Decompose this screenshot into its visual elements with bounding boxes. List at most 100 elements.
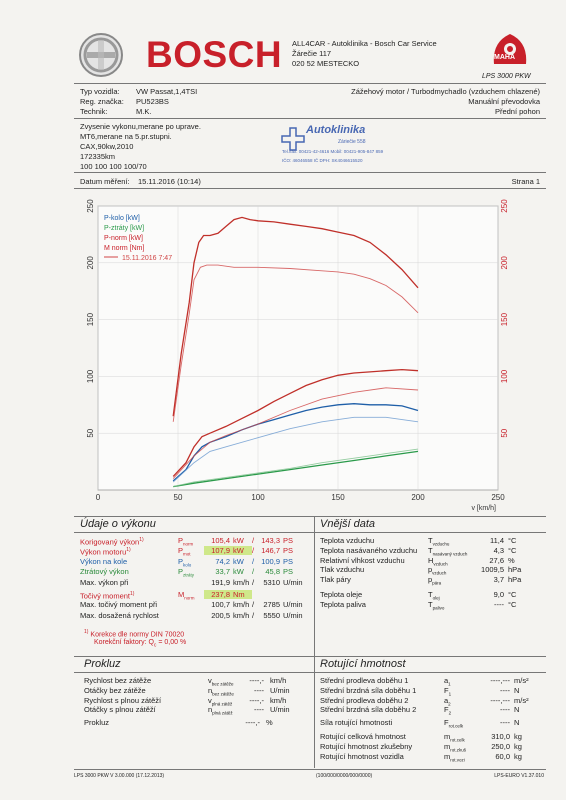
stamp-line-1: Záriečie 558	[338, 139, 366, 145]
row-symbol-sub: rot.vozi	[450, 757, 465, 763]
row-symbol-sub: 1	[448, 691, 452, 697]
y-tick-label-left: 50	[86, 428, 95, 437]
row-value: ----,-	[249, 695, 264, 705]
row-symbol: a1	[444, 676, 451, 689]
note-4: 172335km	[80, 152, 116, 161]
row-symbol-sub: norm	[183, 541, 194, 547]
section-divider	[314, 516, 315, 656]
slip-label: Prokluz	[84, 718, 110, 727]
series-line-5	[172, 387, 419, 479]
series-line-3	[173, 450, 419, 488]
engine-type: Zážehový motor / Turbodmychadlo (vzduche…	[351, 87, 540, 96]
row-symbol-main: T	[428, 599, 433, 609]
row-unit-2: U/min	[283, 600, 303, 610]
y-tick-label-left: 100	[86, 369, 95, 383]
power-torque-chart: 0 50 100 150 200 250 50 50 100 100 150 150 200 200 250…	[86, 199, 509, 512]
row-symbol-main: m	[444, 751, 451, 761]
coast-row: Rychlost s plnou zátěží vplná zátěž ----,-…	[84, 695, 312, 707]
row-value: 11,4	[489, 536, 504, 545]
x-tick-label: 150	[331, 493, 345, 502]
row-symbol: ppára	[428, 575, 441, 588]
torque-row: Točivý moment1) Mnorm 237,8 Nm	[80, 590, 312, 601]
row-unit-1: km/h	[233, 577, 250, 587]
row-symbol: mrot.vozi	[444, 752, 465, 765]
y-tick-label-left: 250	[86, 199, 95, 213]
performance-row: Výkon motoru1) Pmot 107,9 kW / 146,7 PS	[80, 546, 312, 557]
row-unit: km/h	[270, 695, 287, 705]
row-symbol-main: P	[178, 536, 184, 545]
row-value-2: 2785	[263, 600, 280, 610]
row-label: Síla rotující hmotnosti	[320, 718, 393, 727]
row-value-1: 107,9	[211, 546, 230, 556]
row-symbol-sub: rot.zkuš	[450, 747, 467, 753]
row-label: Otáčky bez zátěže	[84, 685, 146, 695]
rotating-row: Rotující hmotnost vozidla mrot.vozi 60,0 kg	[320, 752, 542, 763]
correction-factor-value: = 0,00 %	[158, 639, 187, 646]
row-symbol-main: P	[178, 546, 184, 556]
row-label: Rychlost s plnou zátěží	[84, 695, 162, 705]
row-symbol-sub: rot.celk	[448, 723, 464, 729]
rotating-row: Rotující celková hmotnost mrot.celk 310,0 k…	[320, 732, 542, 743]
vehicle-type-label: Typ vozidla:	[80, 87, 120, 96]
row-symbol: F2	[444, 705, 451, 718]
stamp-line-2: Tel./fax: 00421-42-4616 Mobil: 00421-905…	[282, 149, 384, 154]
row-label: Relativní vlhkost vzduchu	[320, 555, 405, 565]
stamp-line-3: IČO: 46046558 IČ DPH: SK4046615520	[282, 158, 363, 163]
note-1: Zvysenie vykonu,merane po uprave.	[80, 122, 201, 131]
external-title: Vnější data	[320, 518, 376, 530]
row-symbol-sub: palivo	[432, 605, 445, 611]
row-label: Tlak vzduchu	[320, 565, 365, 575]
row-symbol-main: F	[444, 685, 449, 695]
row-value: 9,0	[493, 590, 504, 599]
row-value-2: 5310	[263, 577, 280, 587]
row-unit-2: PS	[283, 536, 294, 545]
row-value: ----,---	[490, 695, 510, 705]
row-unit-2: PS	[283, 546, 294, 556]
x-tick-label: 50	[174, 493, 183, 502]
row-symbol: vplná zátěž	[208, 696, 232, 709]
row-symbol-main: P	[178, 567, 184, 577]
company-line-1: ALL4CAR - Autoklinika - Bosch Car Servic…	[292, 39, 437, 48]
series-line-6	[172, 416, 419, 483]
torque-row: Max. dosažená rychlost 200,5 km/h/ 5550 U/mi…	[80, 611, 312, 621]
rotating-row: Síla rotující hmotnosti Frot.celk ---- N	[320, 718, 542, 729]
row-symbol-main: n	[208, 705, 213, 715]
x-tick-label: 250	[491, 493, 505, 502]
row-separator: /	[252, 567, 255, 577]
row-symbol: Tnasávaný vzduch	[428, 546, 467, 559]
row-value-2: 146,7	[261, 546, 280, 556]
row-symbol: pvzduch	[428, 565, 446, 578]
performance-row: Max. výkon při 191,9 km/h/ 5310 U/min	[80, 578, 312, 588]
row-unit-1: kW	[233, 546, 244, 556]
row-symbol-main: a	[444, 695, 449, 705]
row-unit: °C	[508, 545, 517, 555]
correction-note-sup: 1)	[84, 629, 89, 635]
row-symbol: Hvzduch	[428, 556, 448, 569]
row-value: ----	[500, 718, 510, 727]
row-unit-1: kW	[233, 556, 244, 566]
row-unit: °C	[508, 599, 517, 609]
series-line-1	[172, 368, 419, 477]
row-symbol-main: m	[444, 741, 451, 751]
row-label-sup: 1)	[130, 591, 135, 597]
row-value-2: 5550	[263, 610, 280, 620]
row-symbol-sub: vzduchu	[432, 541, 450, 547]
performance-row: Výkon na kole Pkolo 74,2 kW / 100,9 PS	[80, 556, 312, 570]
row-symbol-main: m	[444, 732, 451, 741]
row-label-text: Ztrátový výkon	[80, 567, 129, 577]
vehicle-reg-value: PU523BS	[136, 97, 169, 106]
row-label: Teplota oleje	[320, 590, 363, 599]
gearbox: Manuální převodovka	[468, 97, 540, 106]
row-symbol: Frot.celk	[444, 718, 463, 731]
performance-row: Korigovaný výkon1) Pnorm 105,4 kW / 143,3 PS	[80, 536, 312, 547]
series-line-7	[173, 448, 419, 488]
y-tick-label-right: 50	[500, 428, 509, 437]
row-symbol: Pkolo	[178, 557, 191, 570]
row-unit: kg	[514, 732, 522, 741]
plot-area	[97, 205, 499, 491]
external-row: Teplota paliva Tpalivo ---- °C	[320, 599, 542, 611]
y-tick-label-left: 150	[86, 312, 95, 326]
row-unit: km/h	[270, 676, 287, 685]
row-unit-1: kW	[233, 536, 244, 545]
external-row: Tlak páry ppára 3,7 hPa	[320, 575, 542, 586]
